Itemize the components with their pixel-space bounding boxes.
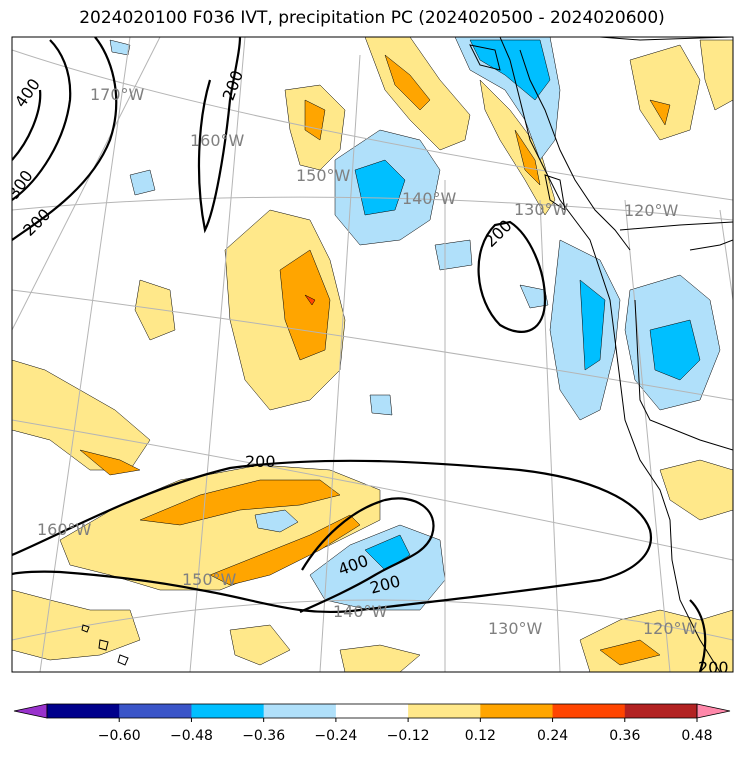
lon-label: 130°W bbox=[514, 200, 569, 219]
map-title: 2024020100 F036 IVT, precipitation PC (2… bbox=[79, 8, 665, 28]
colorbar-extend-low bbox=[13, 703, 48, 719]
map-frame bbox=[11, 36, 734, 673]
colorbar-tick-label: 0.36 bbox=[609, 728, 640, 744]
colorbar-swatch bbox=[263, 704, 337, 718]
colorbar-tick-label: 0.24 bbox=[537, 728, 568, 744]
colorbar-swatches bbox=[13, 703, 731, 719]
colorbar-tick-label: −0.60 bbox=[98, 728, 141, 744]
longitude-labels: 170°W 160°W 150°W 140°W 130°W 120°W 160°… bbox=[37, 85, 698, 638]
colorbar-swatch bbox=[480, 704, 554, 718]
colorbar-extend-high bbox=[696, 703, 731, 719]
contour-label: 200 bbox=[698, 658, 729, 677]
coastlines bbox=[81, 37, 733, 672]
contour-label: 200 bbox=[245, 452, 276, 471]
colorbar-tick-label: −0.36 bbox=[242, 728, 285, 744]
lon-label: 160°W bbox=[37, 520, 92, 539]
colorbar-swatch bbox=[47, 704, 120, 718]
lon-label: 120°W bbox=[624, 201, 679, 220]
colorbar-tick-label: 0.48 bbox=[681, 728, 712, 744]
lon-label: 120°W bbox=[643, 619, 698, 638]
colorbar-swatch bbox=[335, 704, 409, 718]
ivt-contours bbox=[12, 37, 707, 672]
colorbar-frame bbox=[46, 703, 698, 719]
colorbar-swatch bbox=[552, 704, 626, 718]
lon-label: 150°W bbox=[182, 570, 237, 589]
lon-label: 140°W bbox=[402, 189, 457, 208]
precip-negative-shading bbox=[109, 37, 721, 611]
graticule-lines bbox=[12, 37, 733, 672]
colorbar-tick-label: 0.12 bbox=[465, 728, 496, 744]
lon-label: 130°W bbox=[488, 619, 543, 638]
lon-label: 170°W bbox=[90, 85, 145, 104]
colorbar-swatch bbox=[119, 704, 192, 718]
lon-label: 140°W bbox=[333, 602, 388, 621]
lon-label: 150°W bbox=[296, 166, 351, 185]
lon-label: 160°W bbox=[190, 131, 245, 150]
colorbar-tick-label: −0.12 bbox=[387, 728, 430, 744]
colorbar-swatch bbox=[624, 704, 698, 718]
colorbar: −0.60 −0.48 −0.36 −0.24 −0.12 0.12 0.24 0.36 0.4… bbox=[13, 703, 731, 744]
map-area: 170°W 160°W 150°W 140°W 130°W 120°W 160°… bbox=[12, 37, 733, 677]
colorbar-ticks: −0.60 −0.48 −0.36 −0.24 −0.12 0.12 0.24 0.36 0.4… bbox=[98, 718, 713, 744]
colorbar-tick-label: −0.48 bbox=[170, 728, 213, 744]
colorbar-tick-label: −0.24 bbox=[314, 728, 357, 744]
colorbar-swatch bbox=[191, 704, 265, 718]
colorbar-swatch bbox=[408, 704, 481, 718]
